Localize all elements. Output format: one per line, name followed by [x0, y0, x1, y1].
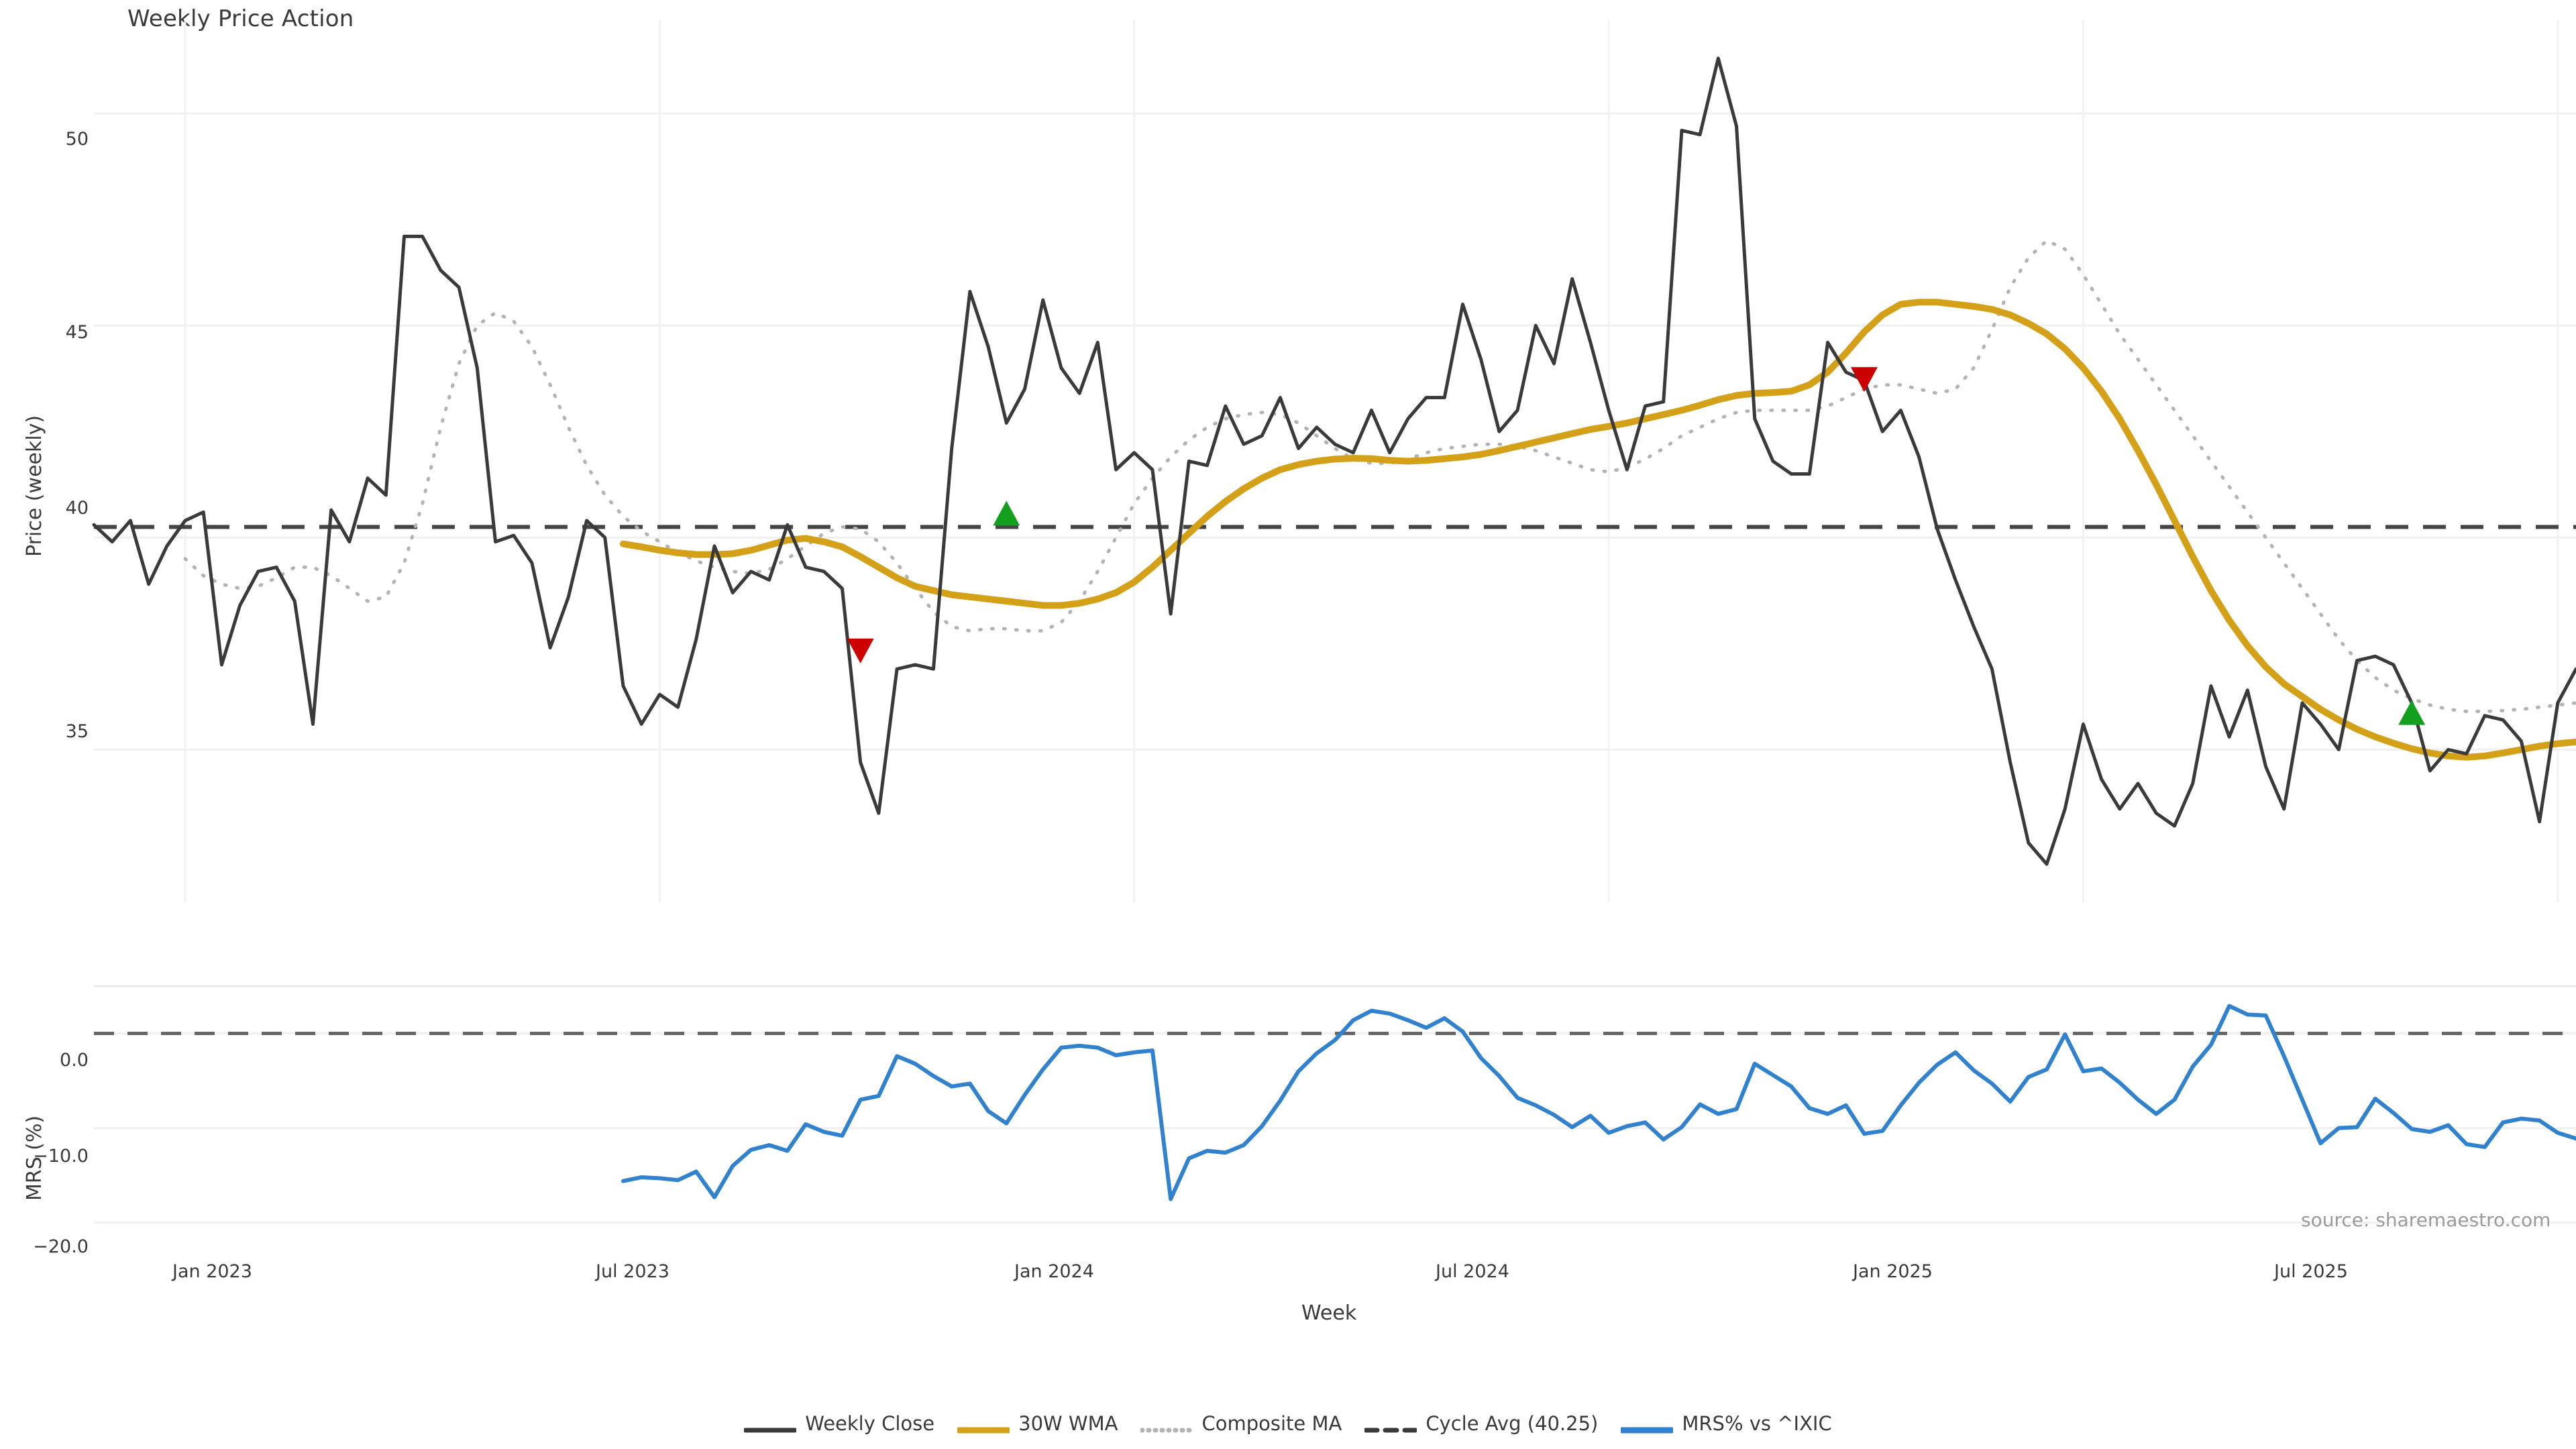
sell-signal-marker — [847, 638, 874, 663]
xtick-jan-2024: Jan 2024 — [1014, 1261, 1094, 1282]
chart-title: Weekly Price Action — [127, 5, 354, 32]
legend-item-weekly-close[interactable]: Weekly Close — [744, 1412, 934, 1435]
xtick-jan-2025: Jan 2025 — [1853, 1261, 1933, 1282]
xtick-jul-2024: Jul 2024 — [1436, 1261, 1509, 1282]
price-ytick-50: 50 — [65, 129, 89, 150]
legend-item-mrs[interactable]: MRS% vs ^IXIC — [1621, 1412, 1832, 1435]
sell-signal-marker — [1850, 367, 1878, 392]
x-axis-label: Week — [1301, 1301, 1357, 1325]
legend-item-composite-ma[interactable]: Composite MA — [1140, 1412, 1342, 1435]
legend-label-cycle-avg: Cycle Avg (40.25) — [1426, 1412, 1599, 1435]
mrs-ytick-0: 0.0 — [60, 1050, 89, 1071]
xtick-jul-2023: Jul 2023 — [596, 1261, 669, 1282]
chart-legend: Weekly Close 30W WMA Composite MA Cycle … — [0, 1412, 2576, 1435]
series-mrs-vs-ixic — [621, 1004, 2576, 1201]
mrs-ytick-minus20: −20.0 — [33, 1236, 89, 1257]
xtick-jul-2025: Jul 2025 — [2274, 1261, 2348, 1282]
series-30w-wma — [619, 299, 2576, 761]
legend-label-weekly-close: Weekly Close — [805, 1412, 935, 1435]
legend-item-cycle-avg[interactable]: Cycle Avg (40.25) — [1364, 1412, 1598, 1435]
legend-label-mrs: MRS% vs ^IXIC — [1682, 1412, 1832, 1435]
price-ytick-35: 35 — [65, 721, 89, 742]
price-ytick-45: 45 — [65, 322, 89, 343]
mrs-ytick-minus10: −10.0 — [33, 1146, 89, 1167]
legend-label-composite-ma: Composite MA — [1201, 1412, 1342, 1435]
legend-label-30w-wma: 30W WMA — [1018, 1412, 1118, 1435]
buy-signal-marker — [993, 500, 1020, 526]
legend-item-30w-wma[interactable]: 30W WMA — [957, 1412, 1118, 1435]
source-watermark: source: sharemaestro.com — [2301, 1209, 2551, 1231]
price-ytick-40: 40 — [65, 498, 89, 519]
plot-area — [92, 20, 2576, 1224]
series-composite-ma — [183, 239, 2576, 713]
series-weekly-close — [92, 56, 2576, 866]
xtick-jan-2023: Jan 2023 — [172, 1261, 252, 1282]
buy-signal-marker — [2398, 700, 2426, 725]
